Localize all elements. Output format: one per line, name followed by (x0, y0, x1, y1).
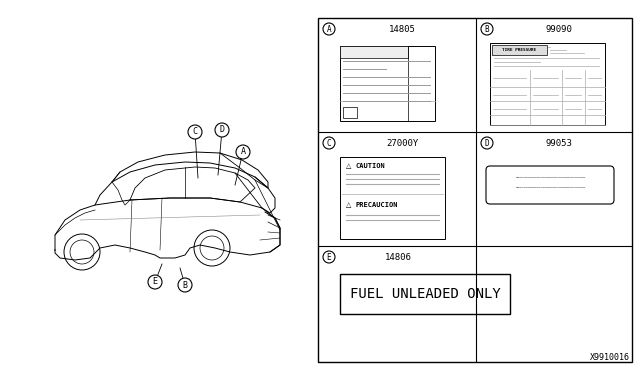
Text: ─────────────────────────────────: ───────────────────────────────── (515, 176, 585, 180)
Text: ─────────────────────────────────: ───────────────────────────────── (515, 186, 585, 190)
Bar (318, 18, 632, 362)
Circle shape (188, 125, 202, 139)
Text: 14805: 14805 (388, 25, 415, 33)
Text: 99053: 99053 (545, 138, 572, 148)
Circle shape (323, 23, 335, 35)
Circle shape (148, 275, 162, 289)
Text: △: △ (346, 202, 351, 208)
Text: E: E (326, 253, 332, 262)
Text: △: △ (346, 163, 351, 169)
Text: B: B (182, 280, 188, 289)
Circle shape (178, 278, 192, 292)
Circle shape (481, 137, 493, 149)
Bar (492, 45, 547, 55)
Text: CAUTION: CAUTION (356, 163, 386, 169)
Circle shape (215, 123, 229, 137)
Bar (490, 43, 605, 125)
Text: D: D (220, 125, 225, 135)
Text: X9910016: X9910016 (590, 353, 630, 362)
FancyBboxPatch shape (486, 166, 614, 204)
Text: FUEL UNLEADED ONLY: FUEL UNLEADED ONLY (349, 287, 500, 301)
Circle shape (323, 137, 335, 149)
Circle shape (481, 23, 493, 35)
Circle shape (323, 251, 335, 263)
Text: A: A (326, 25, 332, 33)
Text: B: B (484, 25, 490, 33)
Bar (340, 274, 510, 314)
Circle shape (236, 145, 250, 159)
Text: E: E (152, 278, 157, 286)
Text: C: C (193, 128, 198, 137)
Text: 27000Y: 27000Y (386, 138, 418, 148)
Text: C: C (326, 138, 332, 148)
Bar (343, 107, 357, 118)
Text: A: A (241, 148, 246, 157)
Text: 14806: 14806 (385, 253, 412, 262)
Bar (340, 46, 408, 58)
Text: D: D (484, 138, 490, 148)
Bar (340, 46, 435, 121)
Text: PRECAUCION: PRECAUCION (356, 202, 399, 208)
Text: TIRE PRESSURE: TIRE PRESSURE (502, 48, 536, 52)
Text: 99090: 99090 (545, 25, 572, 33)
Bar (340, 157, 445, 239)
